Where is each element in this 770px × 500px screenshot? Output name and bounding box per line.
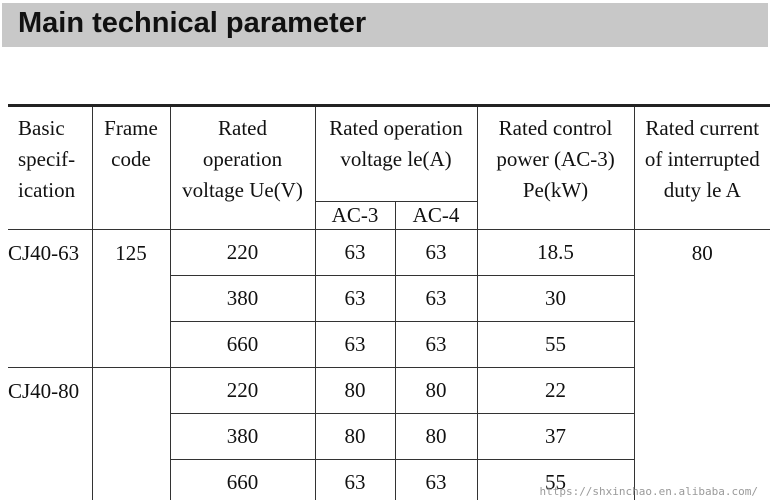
- header-ac3: AC-3: [315, 201, 396, 230]
- header-frame-code: Frame code: [91, 104, 171, 230]
- subheader-row: AC-3 AC-4: [8, 201, 770, 230]
- frame-code-cell: 125: [91, 229, 171, 368]
- title-bar: Main technical parameter: [2, 3, 768, 47]
- ac4-cell: 80: [394, 413, 478, 460]
- ac4-cell: 63: [394, 459, 478, 500]
- voltage-cell: 380: [170, 275, 316, 322]
- ac4-cell: 63: [394, 321, 478, 368]
- table-row: 660 63 63 55: [8, 321, 770, 368]
- ac3-cell: 80: [314, 413, 396, 460]
- ac4-cell: 63: [394, 275, 478, 322]
- ac3-cell: 63: [314, 229, 396, 276]
- spec-cell: CJ40-63: [8, 229, 93, 368]
- voltage-cell: 220: [169, 367, 316, 414]
- interrupted-current-cell: 80: [633, 229, 770, 500]
- header-rated-current: Rated operation voltage le(A): [314, 104, 478, 202]
- power-cell: 22: [476, 367, 635, 414]
- table-row: 380 80 80 37: [8, 413, 770, 460]
- ac4-cell: 63: [394, 229, 478, 276]
- table-row: 380 63 63 30: [8, 275, 770, 322]
- page-title: Main technical parameter: [18, 7, 367, 39]
- header-rated-voltage: Rated operation voltage Ue(V): [169, 104, 316, 230]
- table-row: CJ40-63 125 220 63 63 18.5 80: [8, 229, 770, 500]
- voltage-cell: 220: [169, 229, 316, 276]
- power-cell: 55: [476, 459, 635, 500]
- voltage-cell: 660: [170, 321, 316, 368]
- header-ac4: AC-4: [394, 201, 478, 230]
- spec-cell: CJ40-80: [8, 367, 93, 500]
- table-row: CJ40-80 220 80 80 22: [8, 367, 770, 500]
- parameter-table: Basic specif- ication Frame code Rated o…: [8, 104, 770, 500]
- header-row: Basic specif- ication Frame code Rated o…: [8, 104, 770, 230]
- power-cell: 18.5: [476, 229, 635, 276]
- ac3-cell: 63: [314, 459, 396, 500]
- table-row: 660 63 63 55: [8, 459, 770, 500]
- ac3-cell: 63: [314, 321, 396, 368]
- header-interrupted-current: Rated current of interrupted duty le A: [633, 104, 770, 230]
- watermark-url: https://shxinchao.en.alibaba.com/: [539, 485, 758, 498]
- power-cell: 55: [476, 321, 635, 368]
- power-cell: 37: [476, 413, 635, 460]
- frame-code-cell: [91, 367, 171, 500]
- ac3-cell: 80: [314, 367, 396, 414]
- ac3-cell: 63: [314, 275, 396, 322]
- header-basic-spec: Basic specif- ication: [8, 104, 93, 230]
- power-cell: 30: [476, 275, 635, 322]
- voltage-cell: 380: [170, 413, 316, 460]
- header-rated-power: Rated control power (AC-3) Pe(kW): [476, 104, 635, 230]
- ac4-cell: 80: [394, 367, 478, 414]
- voltage-cell: 660: [170, 459, 316, 500]
